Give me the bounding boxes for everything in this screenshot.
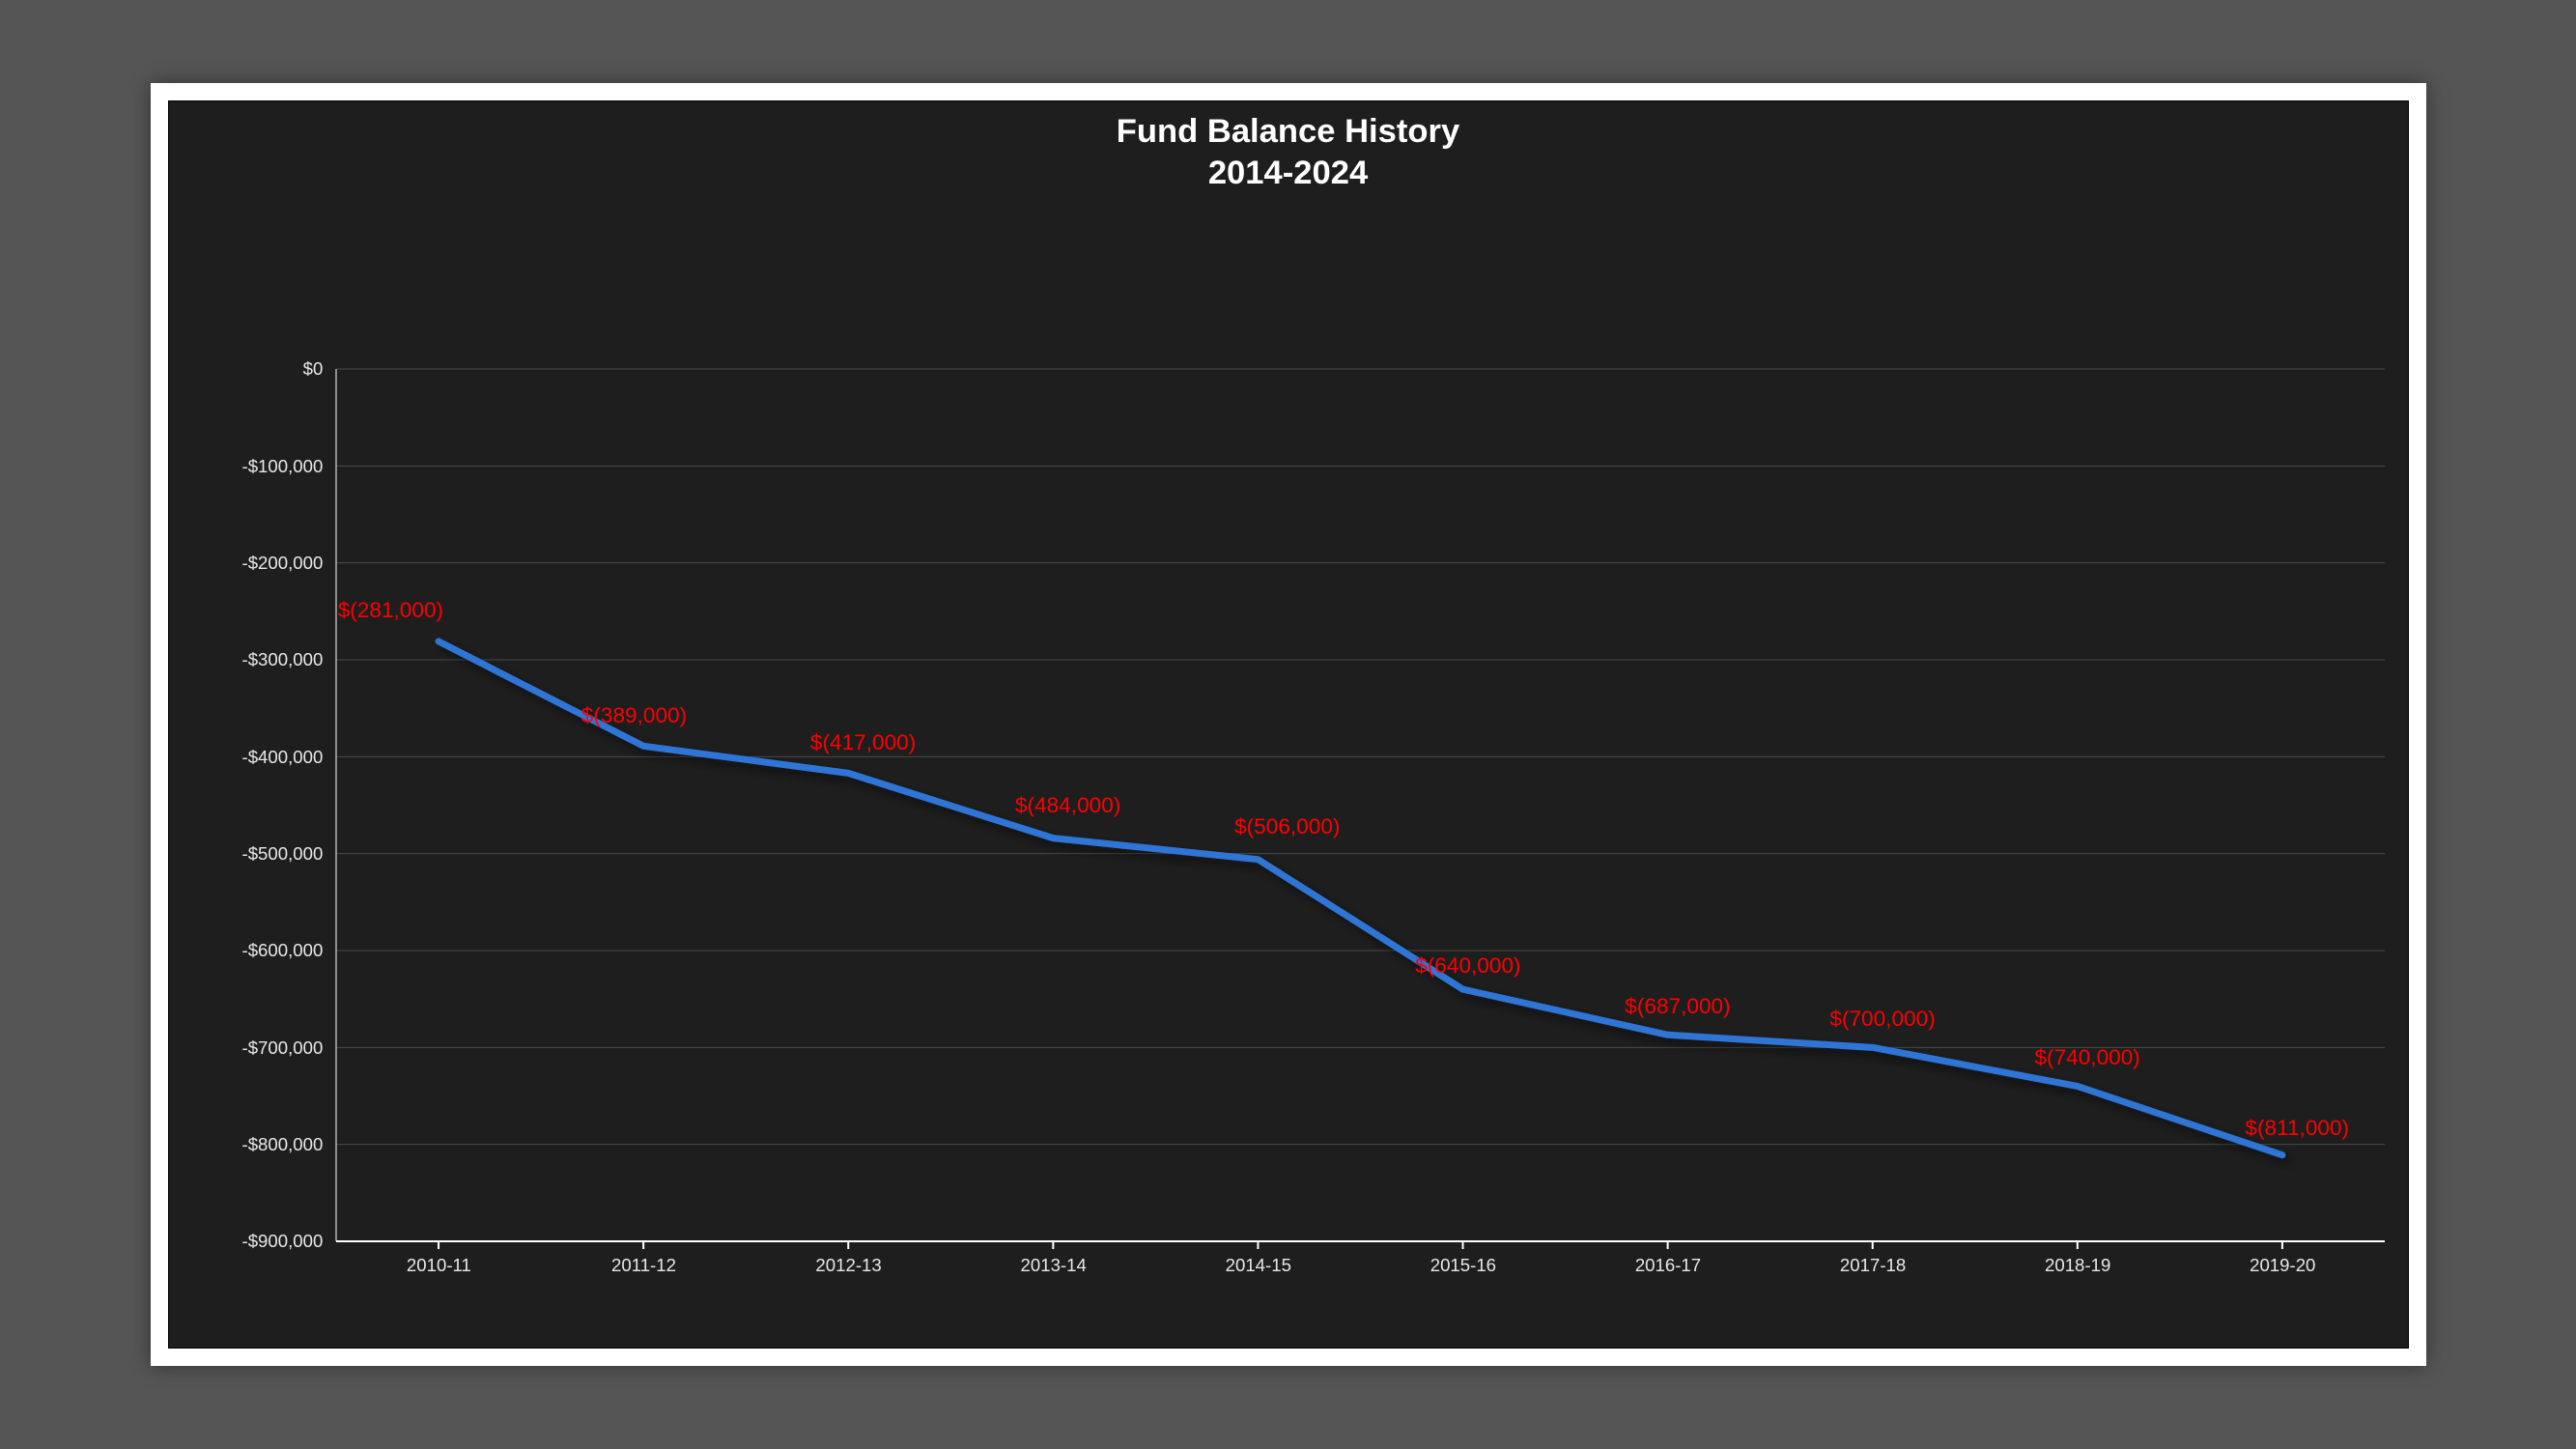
y-tick-label: -$700,000 [242,1037,337,1059]
y-tick-label: -$500,000 [242,843,337,865]
x-tick-label: 2015-16 [1430,1241,1496,1276]
x-tick-label: 2014-15 [1226,1241,1291,1276]
data-label: $(640,000) [1415,953,1520,979]
chart-title: Fund Balance History 2014-2024 [169,111,2408,194]
plot-area: $0-$100,000-$200,000-$300,000-$400,000-$… [336,369,2385,1241]
x-tick-label: 2012-13 [815,1241,881,1276]
chart-title-line1: Fund Balance History [1117,113,1459,150]
data-label: $(811,000) [2245,1116,2349,1141]
y-tick-label: -$800,000 [242,1134,337,1155]
y-tick-label: -$200,000 [242,553,337,574]
data-label: $(281,000) [338,598,443,623]
data-label: $(740,000) [2034,1045,2139,1070]
chart-title-line2: 2014-2024 [1208,155,1368,191]
y-tick-label: $0 [303,358,337,380]
y-tick-label: -$300,000 [242,649,337,670]
y-tick-label: -$600,000 [242,940,337,961]
data-label: $(687,000) [1625,994,1730,1019]
y-tick-label: -$900,000 [242,1231,337,1252]
chart-panel: Fund Balance History 2014-2024 $0-$100,0… [168,100,2409,1349]
x-tick-label: 2018-19 [2045,1241,2110,1276]
x-tick-label: 2013-14 [1021,1241,1087,1276]
x-tick-label: 2017-18 [1840,1241,1906,1276]
data-label: $(484,000) [1015,793,1120,818]
data-label: $(417,000) [810,730,916,755]
y-tick-label: -$400,000 [242,747,337,768]
chart-svg [336,369,2385,1241]
x-tick-label: 2016-17 [1635,1241,1701,1276]
x-tick-label: 2010-11 [407,1241,471,1276]
x-tick-label: 2019-20 [2250,1241,2315,1276]
data-label: $(389,000) [581,703,687,728]
series-line [439,641,2282,1155]
y-tick-label: -$100,000 [242,456,337,477]
data-label: $(506,000) [1234,814,1340,839]
data-label: $(700,000) [1829,1007,1935,1032]
slide: Fund Balance History 2014-2024 $0-$100,0… [151,83,2426,1366]
x-tick-label: 2011-12 [611,1241,676,1276]
